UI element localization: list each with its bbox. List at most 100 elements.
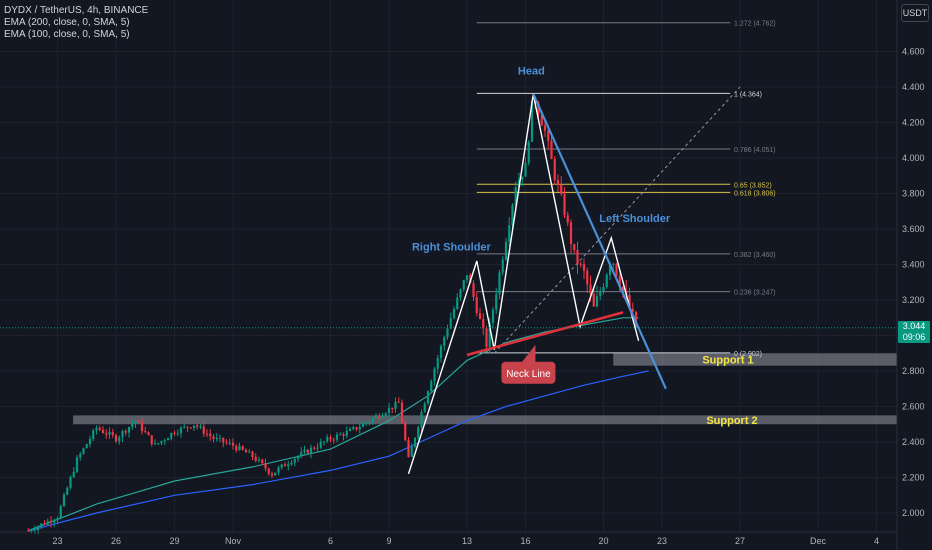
price-tick-label: 3.600 bbox=[902, 224, 925, 234]
candle-body bbox=[618, 275, 621, 288]
candle-body bbox=[433, 368, 436, 382]
candle-body bbox=[485, 328, 488, 347]
candle-body bbox=[530, 100, 534, 142]
candle-body bbox=[404, 423, 407, 441]
candle-body bbox=[462, 280, 465, 290]
candle-body bbox=[75, 457, 79, 472]
fib-level-label: 1.272 (4.762) bbox=[734, 21, 776, 28]
currency-button[interactable]: USDT bbox=[901, 4, 929, 22]
candle-body bbox=[498, 272, 501, 295]
candle-body bbox=[303, 449, 306, 453]
candle-body bbox=[417, 427, 420, 438]
candle-body bbox=[556, 180, 560, 185]
candle-body bbox=[397, 401, 400, 403]
candle-body bbox=[475, 297, 478, 314]
candle-body bbox=[407, 440, 410, 457]
symbol-title[interactable]: DYDX / TetherUS, 4h, BINANCE bbox=[4, 5, 149, 16]
candle-body bbox=[446, 328, 449, 338]
candle-body bbox=[306, 449, 309, 454]
time-tick-label: 23 bbox=[52, 536, 62, 546]
candle-body bbox=[218, 437, 222, 439]
candle-body bbox=[270, 473, 274, 476]
price-tick-label: 3.200 bbox=[902, 295, 925, 305]
candle-body bbox=[101, 429, 105, 433]
candle-body bbox=[215, 437, 218, 439]
candle-body bbox=[459, 289, 462, 298]
candle-body bbox=[355, 427, 358, 430]
candle-body bbox=[40, 523, 43, 527]
ema200-legend[interactable]: EMA (200, close, 0, SMA, 5) bbox=[4, 17, 130, 28]
candle-body bbox=[192, 425, 196, 429]
price-axis[interactable]: 2.0002.2002.4002.6002.8003.0003.2003.400… bbox=[896, 0, 932, 550]
bar-countdown: 09:06 bbox=[902, 332, 926, 342]
time-tick-label: 9 bbox=[386, 536, 391, 546]
pattern-label: Left Shoulder bbox=[599, 213, 671, 225]
candle-body bbox=[111, 431, 114, 436]
candle-body bbox=[329, 437, 332, 440]
fib-trend-diagonal bbox=[493, 86, 741, 354]
time-axis[interactable]: 23 26 29 Nov 6 9 13 16 20 23 27 Dec 4 bbox=[0, 531, 897, 546]
candle-body bbox=[189, 427, 192, 429]
candle-body bbox=[118, 437, 121, 442]
candle-body bbox=[105, 432, 108, 435]
candle-body bbox=[27, 530, 30, 532]
candle-body bbox=[313, 447, 316, 449]
candle-body bbox=[387, 407, 391, 414]
candle-body bbox=[121, 431, 124, 438]
candle-body bbox=[183, 426, 186, 428]
candle-body bbox=[465, 275, 469, 281]
candle-body bbox=[264, 463, 267, 469]
support-zone bbox=[73, 415, 898, 425]
candle-body bbox=[280, 464, 283, 468]
candle-body bbox=[365, 422, 368, 424]
candle-body bbox=[368, 421, 371, 423]
neck-callout-box bbox=[501, 361, 556, 384]
candle-body bbox=[384, 413, 387, 416]
candle-body bbox=[443, 337, 446, 347]
candle-body bbox=[248, 451, 251, 453]
candle-body bbox=[79, 453, 82, 458]
candle-body bbox=[293, 458, 296, 463]
ema200-line bbox=[28, 370, 649, 532]
candle-body bbox=[114, 435, 118, 442]
candle-body bbox=[521, 176, 524, 180]
price-tick-label: 2.200 bbox=[902, 473, 925, 483]
candle-body bbox=[579, 263, 582, 265]
candle-body bbox=[595, 296, 599, 307]
pattern-label: Head bbox=[518, 66, 545, 78]
candle-body bbox=[153, 443, 157, 445]
candle-body bbox=[127, 426, 131, 433]
fib-level-label: 0.618 (3.806) bbox=[734, 190, 776, 197]
candle-body bbox=[95, 427, 98, 431]
grid-lines bbox=[0, 0, 897, 532]
candle-body bbox=[261, 459, 264, 464]
fib-level-label: 0 (2.902) bbox=[734, 351, 762, 358]
candle-body bbox=[543, 125, 547, 131]
candle-body bbox=[241, 446, 244, 450]
candle-body bbox=[85, 444, 88, 449]
candle-body bbox=[157, 443, 160, 445]
candle-body bbox=[582, 264, 586, 271]
candle-body bbox=[287, 464, 290, 467]
candle-body bbox=[599, 291, 602, 297]
candle-body bbox=[88, 438, 92, 445]
candle-body bbox=[202, 426, 205, 434]
candle-body bbox=[423, 403, 426, 413]
candle-body bbox=[66, 487, 69, 495]
candle-body bbox=[537, 103, 540, 115]
candle-body bbox=[231, 442, 235, 446]
candle-body bbox=[251, 451, 254, 457]
candle-body bbox=[420, 412, 423, 428]
pattern-label: Right Shoulder bbox=[412, 241, 492, 253]
candle-body bbox=[335, 434, 339, 440]
candle-body bbox=[212, 436, 215, 439]
support-zones: Support 1 Support 2 bbox=[73, 353, 898, 427]
ema100-legend[interactable]: EMA (100, close, 0, SMA, 5) bbox=[4, 29, 130, 40]
candle-body bbox=[98, 427, 101, 430]
candlesticks bbox=[27, 95, 638, 535]
candle-body bbox=[179, 427, 183, 434]
candle-body bbox=[410, 446, 413, 457]
candle-body bbox=[413, 437, 417, 447]
neck-callout-pointer bbox=[521, 344, 536, 363]
